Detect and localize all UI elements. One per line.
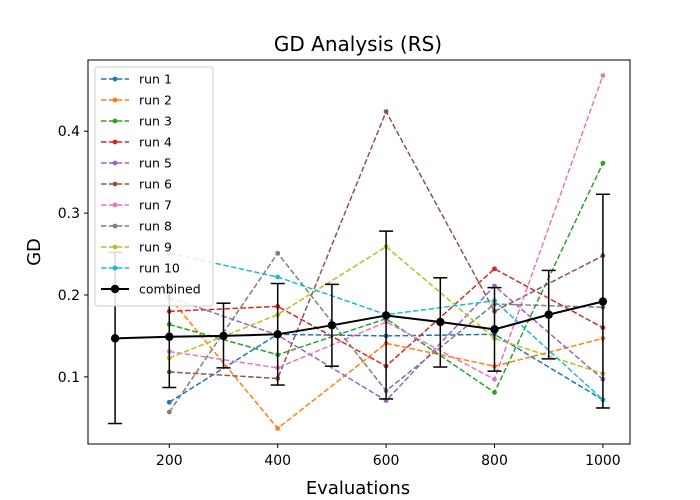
data-point <box>600 73 606 78</box>
data-point <box>492 390 497 395</box>
legend-label: run 8 <box>139 219 172 234</box>
series-line <box>169 75 604 381</box>
legend-label: run 5 <box>139 156 172 171</box>
legend-entry: run 10 <box>101 261 180 276</box>
combined-point <box>327 321 337 330</box>
combined-point <box>598 297 608 306</box>
legend-marker <box>112 76 118 82</box>
y-tick-label: 0.1 <box>58 370 80 386</box>
chart-title: GD Analysis (RS) <box>274 32 442 56</box>
legend-label: run 10 <box>139 261 180 276</box>
legend-marker <box>112 244 118 250</box>
legend-entry: run 8 <box>101 219 172 234</box>
legend-label: run 4 <box>139 135 172 150</box>
legend-marker <box>112 118 118 124</box>
x-tick-label: 200 <box>156 453 183 469</box>
legend-box <box>94 66 214 307</box>
data-point <box>492 376 497 382</box>
y-tick-label: 0.2 <box>58 288 80 304</box>
legend-marker <box>112 139 118 145</box>
legend-marker <box>112 181 118 187</box>
legend-entry: combined <box>101 282 201 297</box>
series-line <box>168 296 604 430</box>
combined-point <box>273 330 282 339</box>
legend-entry: run 5 <box>101 156 172 171</box>
legend-label: combined <box>139 282 201 297</box>
legend-entry: run 1 <box>101 72 172 87</box>
combined-point <box>544 310 553 319</box>
legend: run 1 run 2 run 3 run 4 run 5 run 6 run 7 run 8… <box>94 66 214 307</box>
data-point <box>275 250 281 256</box>
legend-marker <box>110 284 120 294</box>
data-point <box>275 426 281 431</box>
combined-point <box>165 332 174 341</box>
legend-marker <box>112 160 118 166</box>
legend-entry: run 6 <box>101 177 172 192</box>
x-axis-label: Evaluations <box>306 478 410 499</box>
data-point <box>383 109 389 114</box>
legend-label: run 7 <box>139 198 172 213</box>
legend-entry: run 3 <box>101 114 172 129</box>
y-tick-label: 0.4 <box>58 124 80 140</box>
combined-point <box>219 331 228 341</box>
combined-point <box>381 311 391 320</box>
data-point <box>492 266 497 272</box>
legend-entry: run 2 <box>101 93 172 108</box>
combined-point <box>490 325 499 334</box>
legend-label: run 2 <box>139 93 172 108</box>
legend-marker <box>112 223 118 229</box>
data-point <box>166 399 172 405</box>
x-tick-label: 600 <box>373 453 400 469</box>
combined-point <box>436 317 445 327</box>
y-axis-label: GD <box>24 238 45 266</box>
legend-entry: run 9 <box>101 240 172 255</box>
data-point <box>275 274 281 280</box>
combined-point <box>110 334 120 343</box>
x-tick-label: 800 <box>481 453 508 469</box>
axes-frame <box>87 59 631 445</box>
legend-label: run 1 <box>139 72 172 87</box>
data-point <box>166 409 172 415</box>
legend-label: run 9 <box>139 240 172 255</box>
legend-entry: run 7 <box>101 198 172 213</box>
legend-label: run 6 <box>139 177 172 192</box>
legend-marker <box>112 97 118 103</box>
x-tick-label: 1000 <box>585 453 621 469</box>
legend-marker <box>112 202 118 208</box>
y-tick-label: 0.3 <box>58 206 80 222</box>
data-point <box>600 160 606 166</box>
legend-entry: run 4 <box>101 135 172 150</box>
combined-line <box>115 300 604 340</box>
x-tick-label: 400 <box>264 453 291 469</box>
series-line <box>169 162 604 394</box>
legend-marker <box>112 265 118 271</box>
legend-label: run 3 <box>139 114 172 129</box>
